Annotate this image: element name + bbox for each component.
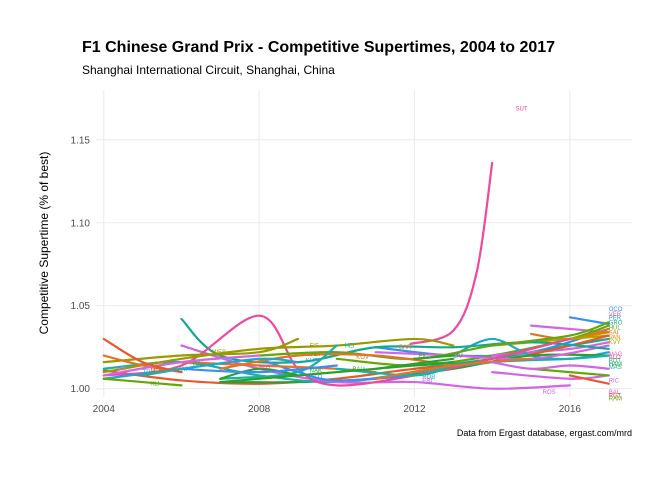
y-tick-label: 1.05 (71, 301, 91, 312)
series-line-but (102, 314, 571, 387)
driver-label-vet: VET (310, 352, 322, 358)
series-line-hei (219, 344, 338, 380)
driver-label-dam: DAM (174, 367, 187, 373)
driver-label-eri: ERI (422, 378, 432, 384)
gridlines (96, 90, 632, 397)
driver-label-kov: KOV (356, 355, 369, 361)
driver-label-ros: ROS (543, 390, 556, 396)
driver-label-web: WEB (213, 350, 227, 356)
series-line-dir (374, 357, 533, 380)
driver-label-nak: NAK (310, 368, 322, 374)
series-line-alo (102, 334, 610, 385)
driver-label-gro: GRO (609, 320, 623, 326)
y-tick-label: 1.10 (71, 218, 91, 229)
driver-label-van: VAN (609, 335, 621, 341)
driver-label-kli: KLI (150, 382, 159, 388)
driver-label-fis: FIS (310, 344, 319, 350)
y-axis-title: Competitive Supertime (% of best) (37, 152, 51, 335)
y-tick-label: 1.00 (71, 384, 91, 395)
x-tick-label: 2016 (559, 404, 582, 415)
driver-labels: SUTOCOVERPERGROHULSAIVANKVYMAGALOBOTHAMM… (115, 106, 622, 402)
series-line-sat (102, 354, 261, 377)
series-line-tru (102, 357, 300, 380)
series-line-bau (219, 361, 455, 384)
chart-title: F1 Chinese Grand Prix - Competitive Supe… (82, 39, 555, 56)
driver-label-alo: ALO (609, 355, 621, 361)
driver-label-hul: HUL (609, 325, 622, 331)
series-lines (102, 161, 610, 390)
driver-label-sut: SUT (515, 106, 527, 112)
series-line-dam (141, 367, 183, 377)
y-tick-label: 1.15 (71, 135, 91, 146)
driver-label-mon: MON (150, 368, 164, 374)
series-line-liu (374, 357, 455, 370)
driver-label-per: PER (609, 315, 622, 321)
driver-label-bau: BAU (352, 367, 364, 373)
driver-label-bar: BAR (399, 345, 412, 351)
driver-label-but: BUT (259, 365, 271, 371)
driver-label-rai: RAI (193, 362, 203, 368)
driver-label-bot: BOT (609, 358, 622, 364)
driver-label-kub: KUB (306, 358, 318, 364)
driver-label-ric: RIC (609, 378, 620, 384)
driver-label-kvy: KVY (609, 340, 621, 346)
chart-caption: Data from Ergast database, ergast.com/mr… (457, 428, 632, 438)
driver-label-sat: SAT (115, 367, 127, 373)
driver-label-sai: SAI (609, 330, 619, 336)
series-line-kli (102, 377, 183, 387)
series-line-nak (219, 367, 300, 380)
driver-label-rgt: RGT (609, 393, 622, 399)
driver-label-mas: MAS (609, 365, 622, 371)
driver-label-glo: GLO (310, 375, 323, 381)
driver-label-tru: TRU (143, 370, 155, 376)
series-line-pic (413, 354, 455, 360)
series-line-kov (219, 352, 455, 370)
driver-label-piz: PIZ (154, 362, 164, 368)
x-axis-ticks: 2004 2008 2012 2016 (93, 404, 582, 415)
driver-label-ham: HAM (609, 362, 622, 368)
series-line-rai (180, 317, 610, 364)
driver-label-pic: PIC (418, 354, 429, 360)
x-tick-label: 2012 (403, 404, 426, 415)
driver-label-ver: VER (609, 312, 622, 318)
driver-label-rob: ROB (422, 375, 435, 381)
chart-subtitle: Shanghai International Circuit, Shanghai… (82, 63, 335, 77)
series-line-bal (491, 371, 610, 380)
driver-label-mag: MAG (609, 352, 623, 358)
driver-label-dir: DIR (477, 360, 488, 366)
driver-label-ram: RAM (609, 397, 622, 403)
series-line-rgt (568, 374, 610, 385)
driver-label-bal: BAL (609, 390, 621, 396)
driver-label-hei: HEI (345, 344, 355, 350)
series-line-eri (491, 361, 610, 370)
x-tick-label: 2008 (248, 404, 271, 415)
series-line-web (102, 337, 455, 374)
series-line-sut (409, 161, 494, 345)
driver-label-oco: OCO (609, 307, 623, 313)
driver-label-liu: LIU (453, 354, 462, 360)
series-line-kub (180, 364, 338, 374)
series-line-oco (568, 316, 610, 326)
x-tick-label: 2004 (93, 404, 116, 415)
y-axis-ticks: 1.00 1.05 1.10 1.15 (71, 135, 91, 395)
